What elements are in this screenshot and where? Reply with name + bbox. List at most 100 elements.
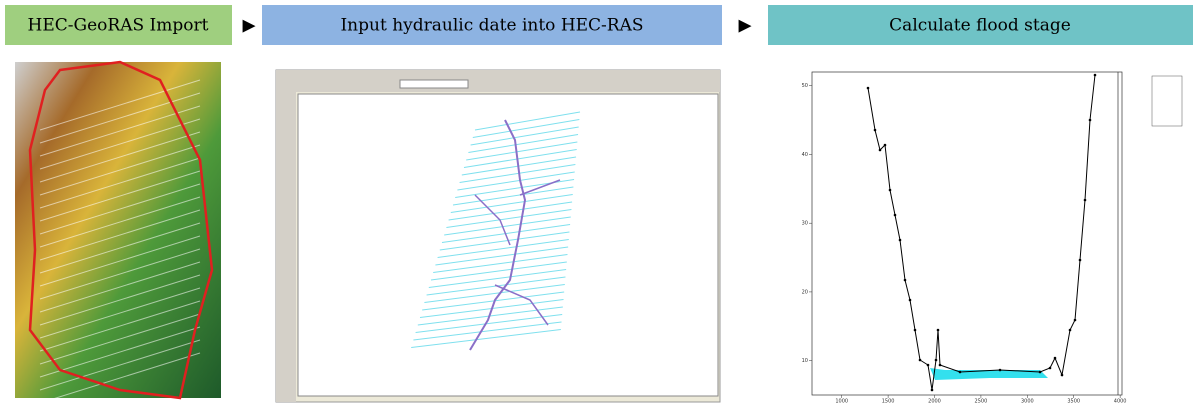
y-tick-label: 50 bbox=[802, 83, 808, 89]
cross-section bbox=[39, 196, 201, 248]
x-tick-label: 4000 bbox=[1114, 399, 1127, 405]
step-box bbox=[768, 5, 1193, 45]
ground-point bbox=[1093, 73, 1097, 77]
cross-section bbox=[39, 170, 201, 222]
cross-section bbox=[39, 131, 201, 183]
cross-section bbox=[428, 269, 567, 288]
cross-section bbox=[39, 274, 201, 326]
cross-section bbox=[415, 314, 563, 333]
arrow: ▶ bbox=[738, 16, 752, 36]
cross-section bbox=[39, 326, 201, 378]
step-label: HEC-GeoRAS Import bbox=[28, 16, 209, 36]
x-tick-label: 2500 bbox=[975, 399, 988, 405]
cross-section bbox=[474, 111, 581, 131]
ground-point bbox=[898, 238, 902, 242]
ground-point bbox=[1068, 328, 1072, 332]
cross-section bbox=[39, 144, 201, 196]
river bbox=[519, 179, 561, 196]
ground-point bbox=[918, 358, 922, 362]
cross-section bbox=[39, 352, 201, 404]
cross-section bbox=[459, 164, 576, 183]
ground-point bbox=[883, 143, 887, 147]
ground-point bbox=[873, 128, 877, 132]
ground-point bbox=[878, 148, 882, 152]
cross-section bbox=[39, 287, 201, 339]
step-label: Calculate flood stage bbox=[889, 16, 1071, 36]
y-tick-label: 40 bbox=[802, 152, 808, 158]
cross-section bbox=[439, 231, 570, 251]
x-tick-label: 3000 bbox=[1021, 399, 1034, 405]
cross-section bbox=[39, 248, 201, 300]
cross-section bbox=[39, 222, 201, 274]
cross-section bbox=[422, 291, 565, 311]
cross-section bbox=[39, 183, 201, 235]
ground-point bbox=[888, 188, 892, 192]
cross-section bbox=[444, 216, 571, 236]
plot-image bbox=[780, 62, 1172, 407]
side-toolbar bbox=[276, 92, 296, 402]
ground-point bbox=[958, 370, 962, 374]
x-tick-label: 1000 bbox=[835, 399, 848, 405]
cross-section bbox=[39, 235, 201, 287]
cross-section bbox=[472, 119, 580, 138]
cross-section bbox=[433, 254, 568, 273]
river bbox=[469, 119, 527, 351]
cross-section bbox=[446, 209, 572, 228]
cross-section bbox=[437, 239, 569, 258]
cross-section bbox=[411, 329, 561, 348]
cross-section bbox=[39, 313, 201, 365]
cross-sections bbox=[39, 79, 201, 404]
step-box bbox=[262, 5, 722, 45]
cross-section bbox=[452, 186, 574, 206]
river bbox=[474, 194, 511, 246]
cross-section bbox=[435, 246, 569, 266]
cross-section bbox=[39, 157, 201, 209]
cross-sections bbox=[411, 111, 581, 348]
cross-section bbox=[39, 209, 201, 261]
cross-section bbox=[463, 149, 577, 168]
x-tick-label: 1500 bbox=[882, 399, 895, 405]
step-box bbox=[5, 5, 232, 45]
cross-section bbox=[468, 134, 579, 153]
legend bbox=[1151, 75, 1183, 127]
cross-section bbox=[457, 171, 575, 191]
ground-point bbox=[1083, 198, 1087, 202]
cross-section bbox=[39, 118, 201, 170]
ground-point bbox=[930, 388, 934, 392]
cross-section bbox=[39, 92, 201, 144]
cross-section bbox=[450, 194, 573, 213]
ground-profile bbox=[867, 74, 1096, 391]
watershed-boundary bbox=[28, 60, 214, 400]
step-label: Input hydraulic date into HEC-RAS bbox=[340, 16, 643, 36]
ground-point bbox=[926, 363, 930, 367]
ground-point bbox=[1088, 118, 1092, 122]
cross-section bbox=[470, 126, 579, 146]
cross-section bbox=[39, 339, 201, 391]
ground-point bbox=[903, 278, 907, 282]
cross-section bbox=[466, 141, 578, 161]
cross-section bbox=[424, 284, 565, 303]
x-tick-label: 2000 bbox=[928, 399, 941, 405]
y-tick-label: 10 bbox=[802, 358, 808, 364]
cross-section bbox=[39, 105, 201, 157]
terrain-image bbox=[15, 62, 221, 398]
x-tick-label: 3500 bbox=[1067, 399, 1080, 405]
ground-point bbox=[1060, 373, 1064, 377]
cross-section bbox=[39, 300, 201, 352]
y-tick-label: 30 bbox=[802, 221, 808, 227]
ground-point bbox=[934, 358, 938, 362]
ground-point bbox=[1053, 356, 1057, 360]
arrow: ▶ bbox=[242, 16, 256, 36]
ground-point bbox=[1038, 370, 1042, 374]
cross-section bbox=[448, 201, 573, 221]
input bbox=[399, 79, 469, 89]
river bbox=[494, 284, 549, 326]
ground-point bbox=[908, 298, 912, 302]
y-tick-label: 20 bbox=[802, 289, 808, 295]
cross-section bbox=[39, 79, 201, 131]
ground-point bbox=[938, 363, 942, 367]
ground-point bbox=[1078, 258, 1082, 262]
ground-point bbox=[893, 213, 897, 217]
